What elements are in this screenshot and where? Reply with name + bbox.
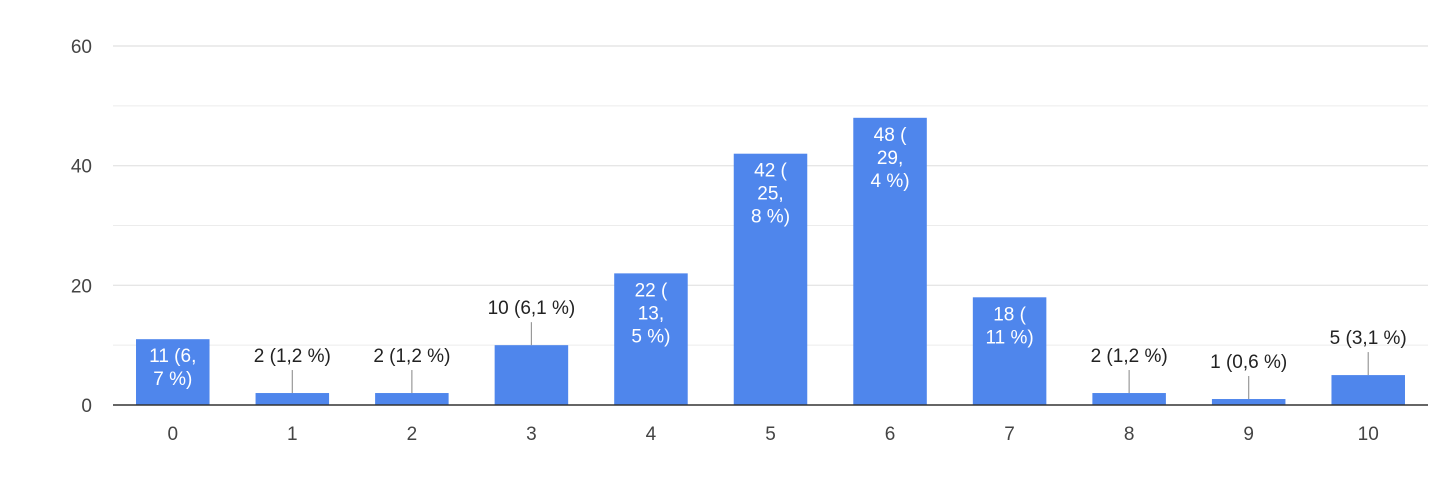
data-label: 2 (1,2 %) bbox=[1091, 346, 1168, 367]
x-tick-label: 8 bbox=[1124, 424, 1135, 445]
y-tick-label: 60 bbox=[71, 37, 92, 58]
x-tick-label: 2 bbox=[407, 424, 418, 445]
data-label: 42 (25, 8 %) bbox=[751, 161, 790, 228]
y-tick-label: 20 bbox=[71, 276, 92, 297]
bar-7[interactable] bbox=[972, 297, 1047, 405]
data-label: 5 (3,1 %) bbox=[1330, 328, 1407, 349]
y-tick-label: 40 bbox=[71, 157, 92, 178]
bar-2[interactable] bbox=[375, 393, 449, 405]
x-tick-label: 1 bbox=[287, 424, 298, 445]
x-tick-label: 10 bbox=[1358, 424, 1379, 445]
bar-3[interactable] bbox=[494, 345, 569, 405]
bar-10[interactable] bbox=[1331, 375, 1405, 405]
data-label: 18 (11 %) bbox=[985, 304, 1033, 348]
x-tick-label: 6 bbox=[885, 424, 896, 445]
data-label: 2 (1,2 %) bbox=[373, 346, 450, 367]
x-tick-label: 7 bbox=[1004, 424, 1015, 445]
bar-5[interactable] bbox=[733, 153, 808, 405]
bar-4[interactable] bbox=[614, 273, 688, 405]
data-label: 11 (6, 7 %) bbox=[149, 346, 196, 390]
x-tick-label: 9 bbox=[1243, 424, 1254, 445]
y-axis-ticks: 0 20 40 60 bbox=[71, 37, 92, 417]
x-tick-label: 4 bbox=[646, 424, 657, 445]
y-tick-label: 0 bbox=[81, 396, 92, 417]
x-tick-label: 3 bbox=[526, 424, 537, 445]
bar-8[interactable] bbox=[1092, 393, 1166, 405]
data-label: 48 (29, 4 %) bbox=[871, 125, 910, 192]
x-axis-ticks: 0 1 2 3 4 5 6 7 8 9 10 bbox=[167, 424, 1378, 445]
bar-6[interactable] bbox=[853, 117, 927, 406]
x-tick-label: 5 bbox=[765, 424, 776, 445]
data-label: 10 (6,1 %) bbox=[488, 298, 576, 319]
x-tick-label: 0 bbox=[167, 424, 178, 445]
data-label: 1 (0,6 %) bbox=[1210, 352, 1287, 373]
bars bbox=[136, 117, 1405, 406]
bar-9[interactable] bbox=[1211, 399, 1286, 405]
data-label: 22 (13, 5 %) bbox=[631, 280, 670, 347]
bar-1[interactable] bbox=[255, 393, 330, 405]
data-label: 2 (1,2 %) bbox=[254, 346, 331, 367]
data-labels: 11 (6, 7 %) 2 (1,2 %) 2 (1,2 %) 10 (6,1 %) 22… bbox=[149, 125, 1407, 400]
bar-0[interactable] bbox=[136, 339, 210, 405]
